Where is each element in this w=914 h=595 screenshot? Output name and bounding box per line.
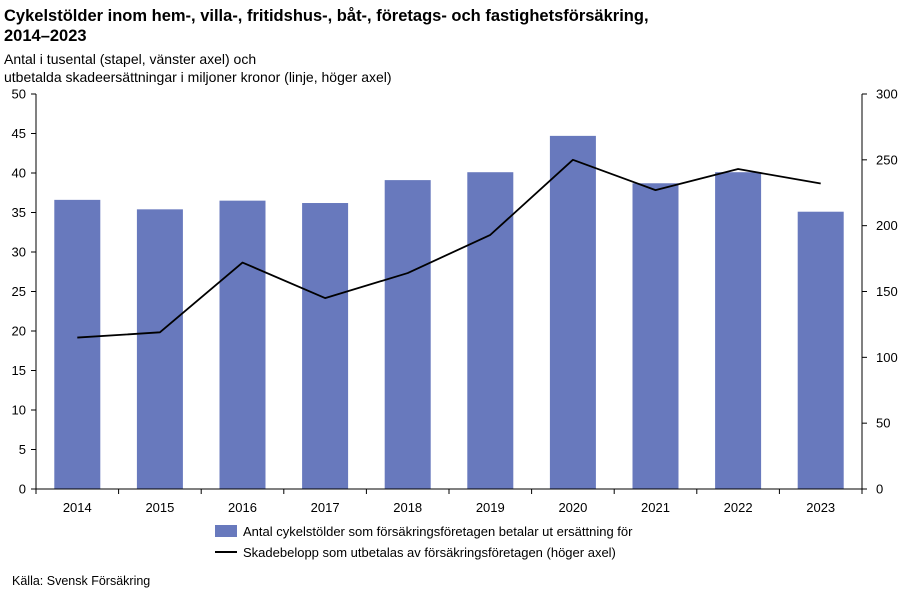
- y-left-tick-label: 35: [12, 205, 26, 220]
- y-right-tick-label: 100: [876, 350, 898, 365]
- y-right-tick-label: 0: [876, 482, 883, 497]
- x-tick-label: 2015: [145, 500, 174, 515]
- x-tick-label: 2016: [228, 500, 257, 515]
- x-tick-label: 2020: [558, 500, 587, 515]
- line-series: [77, 158, 821, 339]
- chart-title-line-2: 2014–2023: [4, 27, 87, 45]
- y-left-tick-label: 5: [19, 442, 26, 457]
- x-tick-label: 2018: [393, 500, 422, 515]
- x-tick-label: 2023: [806, 500, 835, 515]
- y-left-tick-label: 20: [12, 324, 26, 339]
- legend-bar-label: Antal cykelstölder som försäkringsföreta…: [243, 524, 633, 539]
- y-left-tick-label: 10: [12, 403, 26, 418]
- x-tick-label: 2019: [476, 500, 505, 515]
- bar-2018: [384, 180, 431, 490]
- chart-title: Cykelstölder inom hem-, villa-, fritidsh…: [4, 6, 649, 46]
- y-left-tick-label: 50: [12, 87, 26, 102]
- bar-2015: [136, 209, 183, 489]
- x-tick-label: 2017: [311, 500, 340, 515]
- x-tick-label: 2022: [724, 500, 753, 515]
- x-tick-label: 2014: [63, 500, 92, 515]
- y-left-tick-label: 30: [12, 245, 26, 260]
- legend-line-label: Skadebelopp som utbetalas av försäkrings…: [243, 545, 616, 560]
- bar-2021: [632, 183, 679, 489]
- y-right-tick-label: 150: [876, 284, 898, 299]
- chart-title-line-1: Cykelstölder inom hem-, villa-, fritidsh…: [4, 7, 649, 25]
- chart-subtitle-line-2: utbetalda skadeersättningar i miljoner k…: [4, 69, 392, 85]
- y-left-tick-label: 15: [12, 363, 26, 378]
- bar-2019: [467, 172, 514, 489]
- source-note: Källa: Svensk Försäkring: [12, 574, 151, 588]
- y-left-tick-label: 45: [12, 126, 26, 141]
- bar-2014: [54, 199, 101, 490]
- bar-2017: [302, 203, 349, 489]
- bar-2023: [797, 211, 844, 489]
- bar-2016: [219, 200, 266, 489]
- bar-2020: [549, 135, 596, 489]
- bar-2022: [715, 172, 762, 489]
- y-left-tick-label: 0: [19, 482, 26, 497]
- x-tick-label: 2021: [641, 500, 670, 515]
- y-left-tick-label: 40: [12, 166, 26, 181]
- chart-subtitle-line-1: Antal i tusental (stapel, vänster axel) …: [4, 51, 257, 67]
- chart-subtitle: Antal i tusental (stapel, vänster axel) …: [4, 50, 392, 86]
- y-right-tick-label: 300: [876, 87, 898, 102]
- y-right-tick-label: 250: [876, 152, 898, 167]
- legend-bar-swatch: [215, 525, 237, 537]
- y-right-tick-label: 200: [876, 218, 898, 233]
- y-right-tick-label: 50: [876, 416, 890, 431]
- y-left-tick-label: 25: [12, 284, 26, 299]
